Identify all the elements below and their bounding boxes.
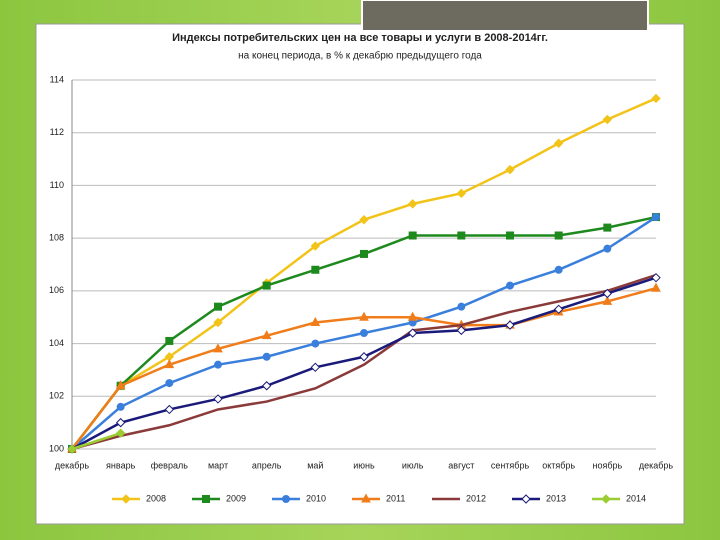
legend-label: 2010 — [306, 493, 326, 503]
marker — [116, 402, 125, 411]
marker — [213, 394, 223, 404]
marker — [213, 317, 223, 328]
marker — [553, 304, 564, 315]
marker — [554, 265, 563, 274]
chart-title: Индексы потребительских цен на все товар… — [172, 32, 548, 44]
marker — [553, 138, 564, 148]
header-box — [361, 0, 649, 35]
marker — [121, 494, 131, 504]
marker — [457, 231, 466, 240]
marker — [457, 302, 466, 311]
marker — [603, 244, 612, 253]
marker — [214, 302, 222, 311]
marker — [359, 311, 369, 321]
marker — [164, 404, 175, 415]
marker — [506, 231, 514, 240]
x-tick-label: сентябрь — [491, 460, 530, 470]
marker — [213, 343, 223, 353]
marker — [115, 380, 126, 390]
marker — [214, 360, 222, 369]
marker — [115, 417, 126, 428]
marker — [262, 352, 271, 361]
marker — [359, 352, 369, 362]
marker — [311, 265, 320, 274]
marker — [282, 495, 290, 503]
marker — [456, 188, 467, 199]
marker — [360, 329, 368, 338]
marker — [506, 281, 514, 290]
legend-label: 2013 — [546, 493, 566, 503]
marker — [554, 231, 563, 240]
marker — [262, 281, 271, 290]
marker — [651, 272, 661, 283]
marker — [310, 241, 321, 251]
y-tick-label: 100 — [49, 443, 64, 453]
marker — [165, 379, 174, 388]
legend-label: 2014 — [626, 493, 646, 503]
marker — [261, 330, 272, 340]
marker — [603, 223, 612, 232]
y-tick-label: 114 — [50, 74, 64, 84]
marker — [67, 444, 77, 454]
marker — [651, 282, 661, 292]
marker — [456, 325, 467, 336]
y-tick-label: 104 — [49, 338, 64, 348]
x-tick-label: май — [307, 460, 323, 470]
marker — [602, 295, 613, 305]
marker — [505, 320, 515, 330]
marker — [311, 339, 320, 348]
marker — [310, 316, 321, 326]
x-tick-label: январь — [106, 460, 136, 470]
x-tick-label: август — [448, 460, 474, 470]
marker — [164, 359, 175, 369]
y-tick-label: 102 — [49, 391, 64, 401]
marker — [602, 114, 613, 125]
x-tick-label: ноябрь — [592, 460, 622, 470]
x-tick-label: июль — [402, 460, 424, 470]
marker — [359, 214, 369, 225]
marker — [602, 288, 613, 299]
chart-area — [42, 30, 672, 518]
x-tick-label: март — [208, 460, 228, 470]
x-tick-label: февраль — [151, 460, 188, 470]
y-tick-label: 108 — [49, 233, 64, 243]
legend-label: 2008 — [146, 493, 166, 503]
marker — [521, 494, 531, 504]
marker — [407, 328, 418, 338]
marker — [261, 381, 272, 391]
marker — [505, 164, 515, 175]
x-tick-label: декабрь — [639, 460, 674, 470]
marker — [652, 213, 660, 222]
marker — [361, 493, 371, 503]
x-tick-label: апрель — [252, 460, 282, 470]
marker — [408, 231, 417, 240]
y-tick-label: 112 — [50, 127, 64, 137]
marker — [202, 495, 210, 503]
series-line — [71, 273, 657, 451]
x-tick-label: декабрь — [55, 460, 90, 470]
x-tick-label: июнь — [353, 460, 375, 470]
marker — [115, 428, 126, 438]
series-line — [71, 431, 122, 451]
marker — [310, 362, 321, 372]
y-tick-label: 106 — [49, 285, 64, 295]
marker — [165, 336, 174, 345]
y-tick-label: 110 — [50, 180, 64, 190]
legend-label: 2012 — [466, 493, 486, 503]
marker — [407, 199, 418, 209]
marker — [360, 249, 368, 258]
marker — [651, 93, 661, 104]
legend-label: 2009 — [226, 493, 246, 503]
chart-subtitle: на конец периода, в % к декабрю предыдущ… — [238, 50, 482, 62]
x-tick-label: октябрь — [542, 460, 575, 470]
legend-label: 2011 — [386, 493, 405, 503]
marker — [601, 494, 611, 504]
marker — [407, 311, 418, 321]
